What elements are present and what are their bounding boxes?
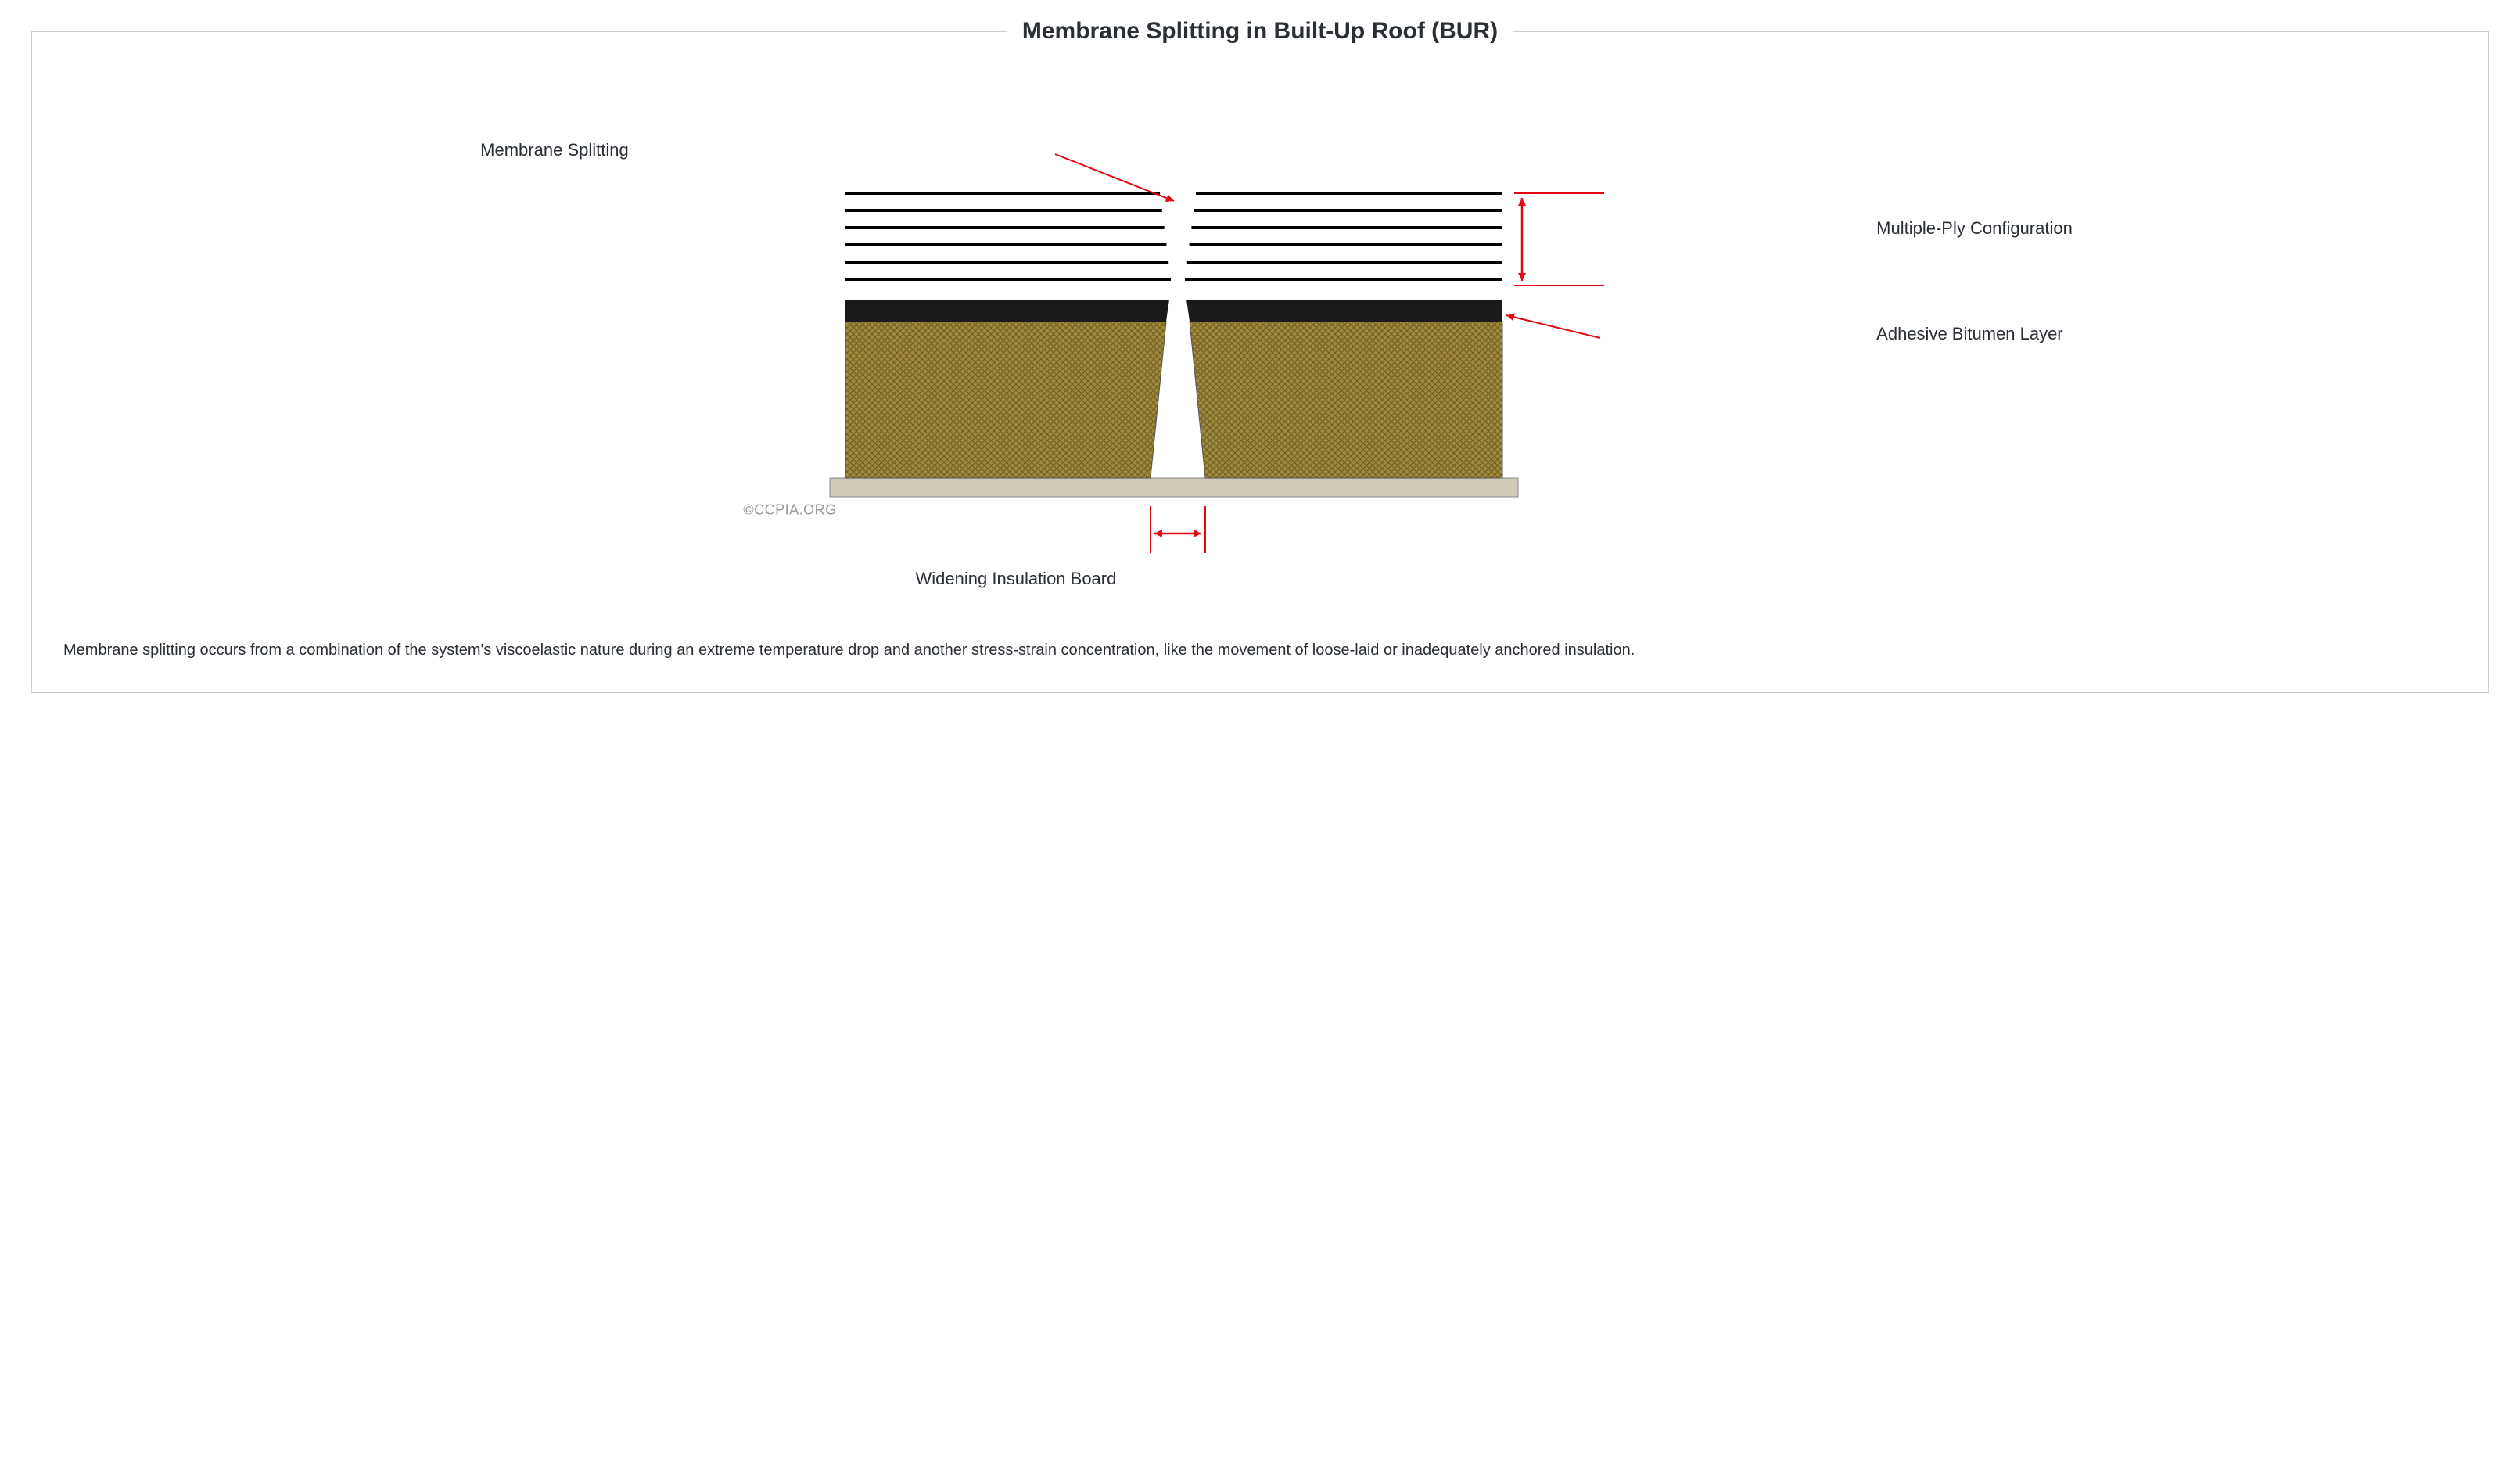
insulation-right [1190,322,1502,478]
diagram-title: Membrane Splitting in Built-Up Roof (BUR… [1007,18,1513,45]
diagram-svg [63,68,2457,631]
deck-layer [830,478,1518,497]
diagram-canvas: Membrane Splitting Multiple-Ply Configur… [63,68,2457,631]
bitumen-left [845,300,1169,322]
label-widening-insulation: Widening Insulation Board [916,569,1117,589]
diagram-frame: Membrane Splitting in Built-Up Roof (BUR… [31,31,2489,693]
bitumen-right [1186,300,1502,322]
arrow-adhesive-bitumen [1506,315,1600,338]
label-adhesive-bitumen: Adhesive Bitumen Layer [1876,324,2062,344]
label-multiple-ply: Multiple-Ply Configuration [1876,218,2073,239]
title-wrap: Membrane Splitting in Built-Up Roof (BUR… [63,18,2457,45]
label-membrane-splitting: Membrane Splitting [480,140,629,160]
diagram-description: Membrane splitting occurs from a combina… [63,639,2457,661]
insulation-left [845,322,1166,478]
copyright-text: ©CCPIA.ORG [743,502,836,519]
